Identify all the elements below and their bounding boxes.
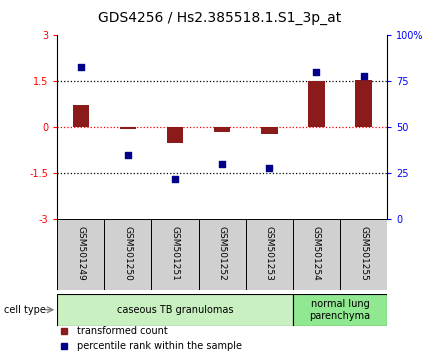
Bar <box>356 80 372 127</box>
Bar <box>293 219 340 290</box>
Text: GDS4256 / Hs2.385518.1.S1_3p_at: GDS4256 / Hs2.385518.1.S1_3p_at <box>99 11 341 25</box>
Bar <box>214 127 231 132</box>
Text: transformed count: transformed count <box>77 326 168 336</box>
Point <box>266 165 273 171</box>
Bar <box>104 219 151 290</box>
Bar <box>120 127 136 129</box>
Point <box>172 176 179 182</box>
Bar <box>308 81 325 127</box>
Bar <box>293 294 387 326</box>
Text: GSM501255: GSM501255 <box>359 226 368 281</box>
Point <box>313 69 320 75</box>
Text: GSM501252: GSM501252 <box>218 226 227 281</box>
Bar <box>261 127 278 134</box>
Text: percentile rank within the sample: percentile rank within the sample <box>77 341 242 351</box>
Bar <box>73 105 89 127</box>
Bar <box>151 219 198 290</box>
Bar <box>167 127 183 143</box>
Point <box>77 64 84 69</box>
Text: GSM501253: GSM501253 <box>265 226 274 281</box>
Bar <box>57 219 104 290</box>
Point <box>360 73 367 79</box>
Text: caseous TB granulomas: caseous TB granulomas <box>117 305 233 315</box>
Text: GSM501249: GSM501249 <box>76 226 85 281</box>
Point <box>219 161 226 167</box>
Text: GSM501250: GSM501250 <box>123 226 132 281</box>
Text: normal lung
parenchyma: normal lung parenchyma <box>309 299 370 321</box>
Bar <box>246 219 293 290</box>
Point <box>125 152 132 158</box>
Bar <box>198 219 246 290</box>
Text: GSM501251: GSM501251 <box>171 226 180 281</box>
Bar <box>340 219 387 290</box>
Bar <box>57 294 293 326</box>
Text: GSM501254: GSM501254 <box>312 226 321 281</box>
Text: cell type: cell type <box>4 305 46 315</box>
